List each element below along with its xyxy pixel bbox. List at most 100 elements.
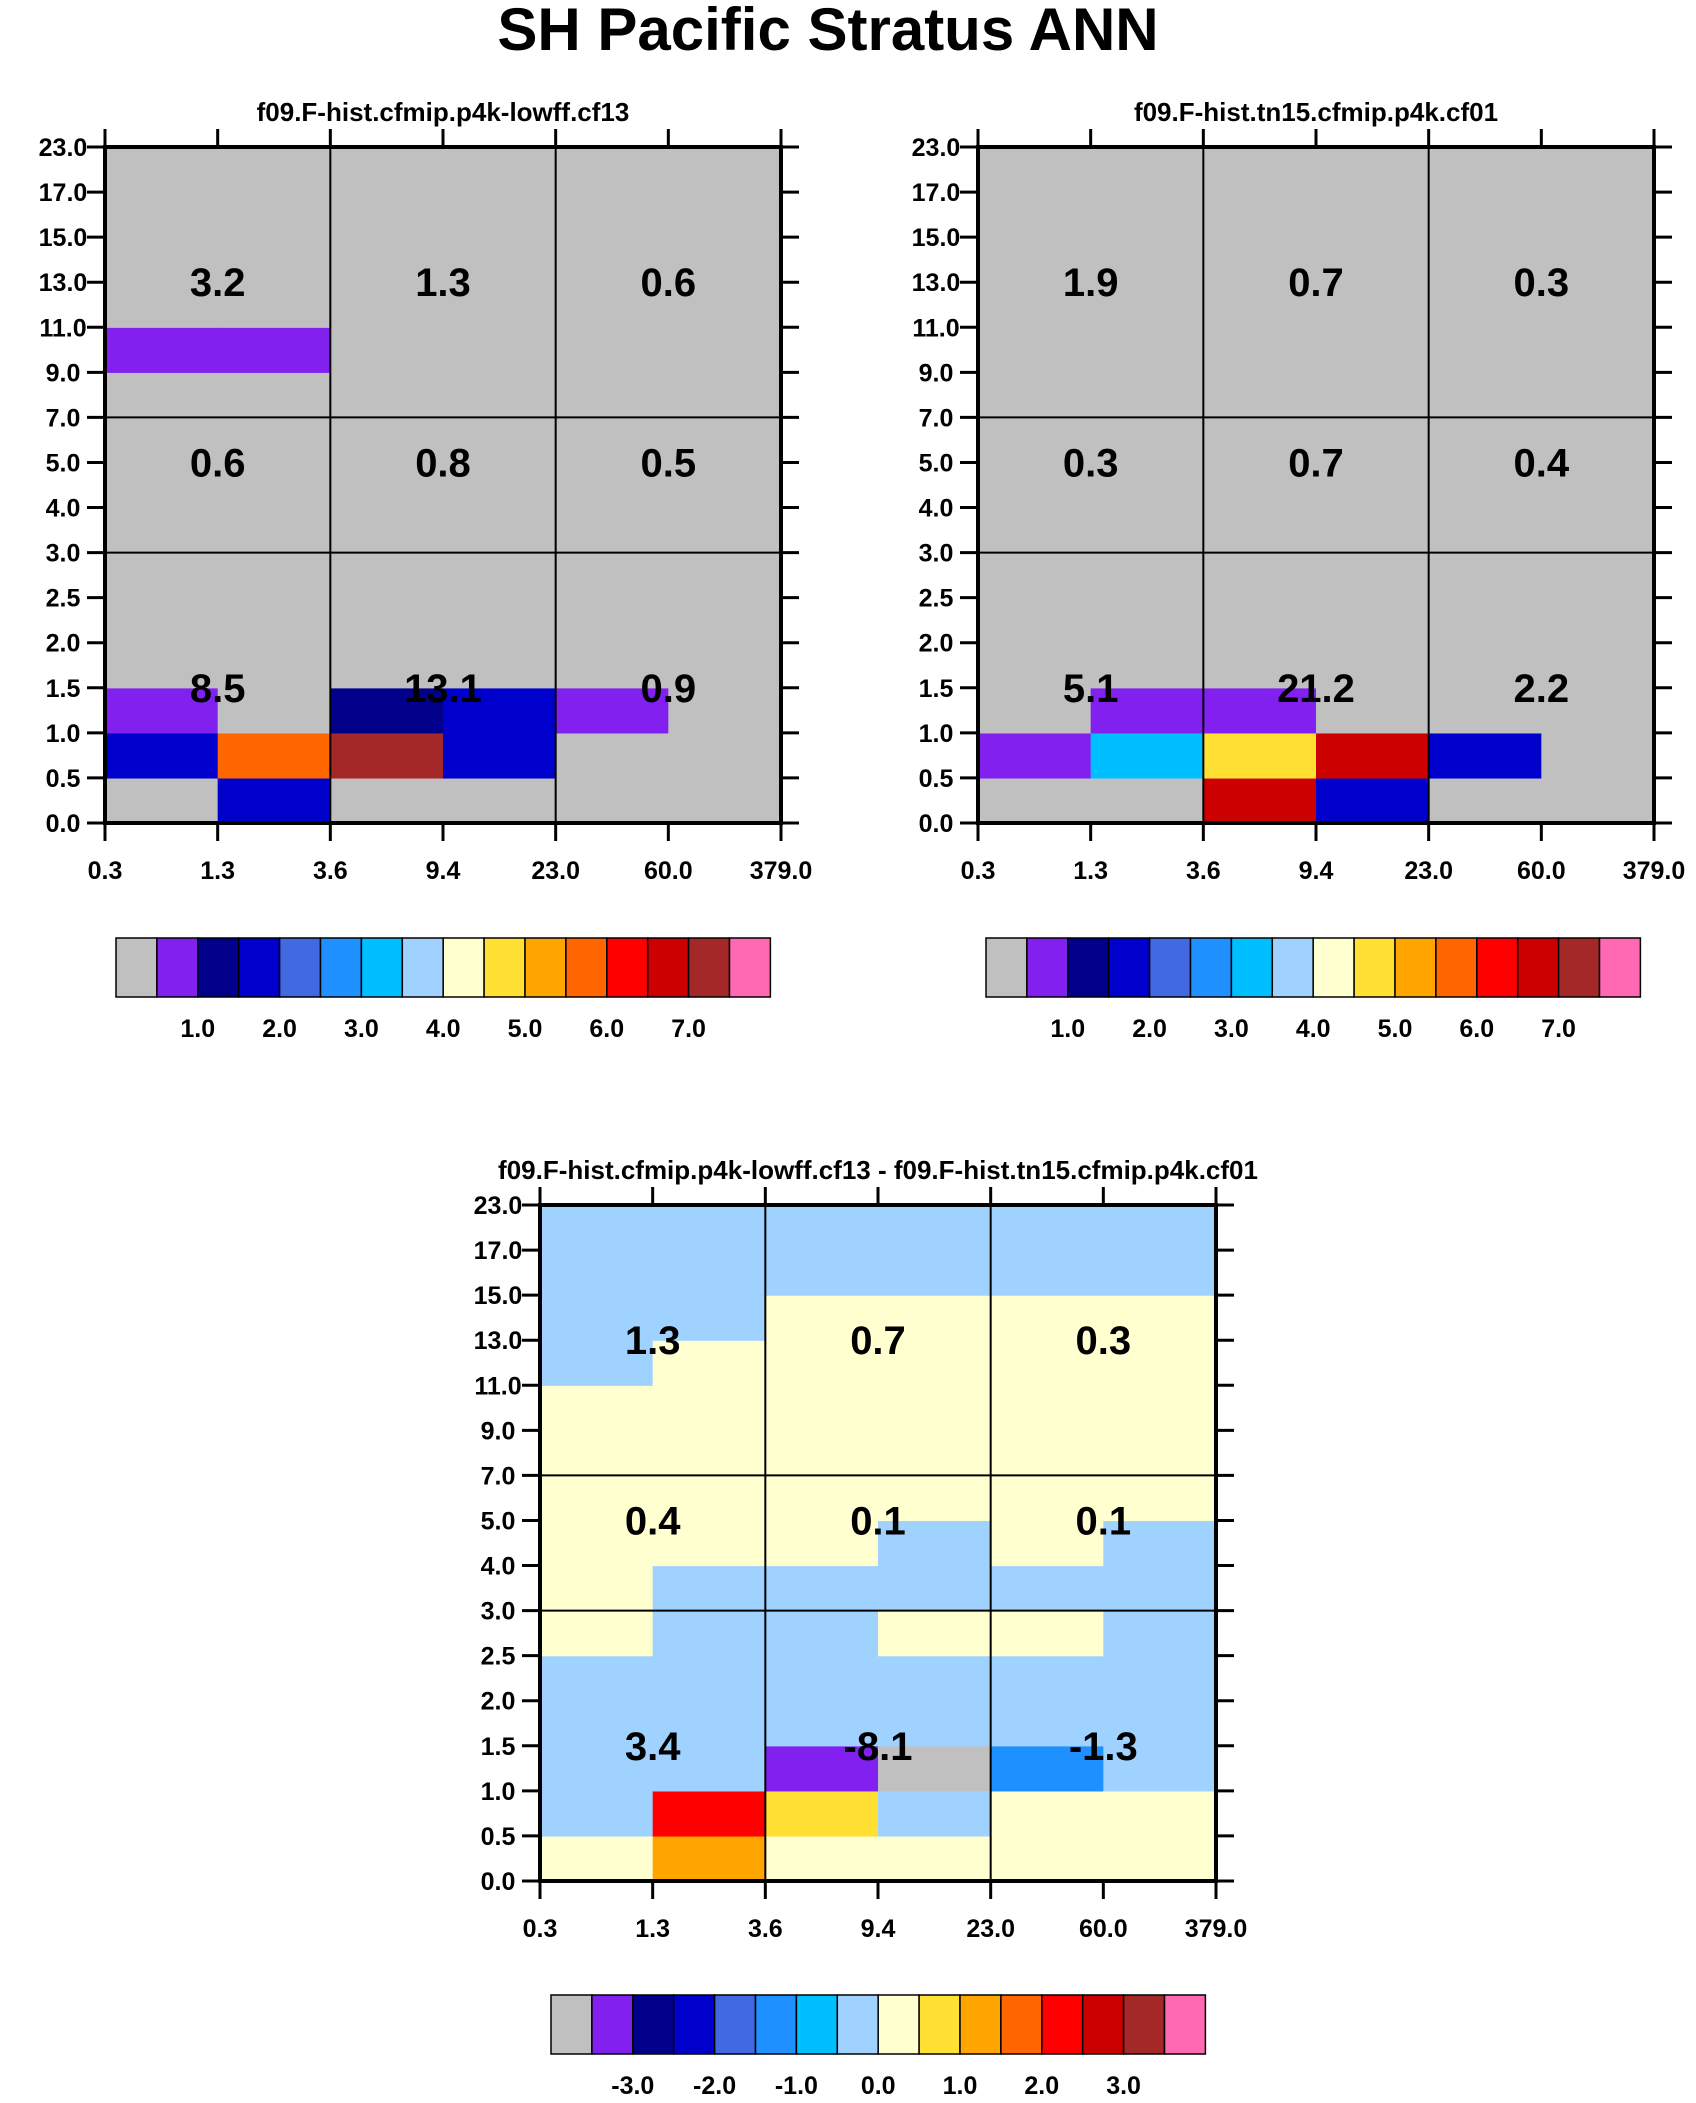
colorbar-box bbox=[646, 937, 690, 998]
colorbar-box bbox=[1394, 937, 1437, 998]
panel-right: f09.F-hist.tn15.cfmip.p4k.cf01 0.0 0.5 1.0 1… bbox=[912, 97, 1686, 1043]
heatmap-cell bbox=[540, 1295, 654, 1341]
y-tick-label: 13.0 bbox=[474, 1327, 523, 1355]
heatmap-cell bbox=[668, 147, 782, 193]
heatmap-cell bbox=[443, 327, 557, 373]
heatmap-cell bbox=[668, 642, 782, 689]
heatmap-cell bbox=[443, 642, 557, 689]
y-tick-label: 9.0 bbox=[481, 1417, 516, 1445]
heatmap-cell bbox=[540, 1385, 654, 1431]
heatmap-cell bbox=[1428, 552, 1542, 599]
heatmap-cell bbox=[978, 642, 1092, 689]
heatmap-cell bbox=[330, 687, 444, 734]
heatmap-cell bbox=[990, 1700, 1104, 1747]
heatmap-cell bbox=[990, 1610, 1104, 1657]
x-tick-label: 23.0 bbox=[966, 1915, 1015, 1943]
region-value-label: 1.3 bbox=[625, 1319, 681, 1363]
heatmap-cell bbox=[978, 147, 1092, 193]
heatmap-cell bbox=[1090, 372, 1204, 418]
colorbar-box bbox=[1122, 1994, 1166, 2055]
heatmap-cell bbox=[668, 372, 782, 418]
heatmap-cell bbox=[1090, 192, 1204, 238]
heatmap-cell bbox=[990, 1250, 1104, 1296]
heatmap-cell bbox=[765, 1655, 879, 1702]
region-value-label: 1.9 bbox=[1063, 261, 1119, 305]
y-tick-label: 11.0 bbox=[912, 314, 959, 342]
y-tick-label: 1.0 bbox=[919, 720, 954, 748]
region-value-label: 3.4 bbox=[625, 1725, 681, 1769]
heatmap-cell bbox=[1203, 237, 1317, 283]
heatmap-cell bbox=[443, 687, 557, 734]
panel-left: f09.F-hist.cfmip.p4k-lowff.cf13 0.0 0.5 1.0… bbox=[39, 97, 813, 1043]
heatmap-cell bbox=[105, 552, 219, 599]
region-value-label: 0.7 bbox=[1288, 441, 1344, 485]
colorbar-box bbox=[1312, 937, 1355, 998]
heatmap-cell bbox=[765, 1295, 879, 1341]
colorbar-box bbox=[401, 937, 444, 998]
colorbar-box bbox=[550, 1994, 593, 2055]
colorbar-box bbox=[1041, 1994, 1084, 2055]
region-value-label: 0.6 bbox=[641, 261, 697, 305]
heatmap-cell bbox=[1203, 417, 1317, 464]
colorbar-label: 1.0 bbox=[180, 1015, 215, 1043]
heatmap-cell bbox=[990, 1655, 1104, 1702]
heatmap-cell bbox=[1203, 282, 1317, 328]
x-tick-label: 0.3 bbox=[88, 857, 123, 885]
heatmap-cell bbox=[1203, 777, 1317, 824]
y-tick-label: 0.0 bbox=[46, 810, 81, 838]
colorbar-box bbox=[591, 1994, 634, 2055]
heatmap-cell bbox=[105, 777, 219, 824]
heatmap-cell bbox=[540, 1430, 654, 1476]
heatmap-cell bbox=[1203, 192, 1317, 238]
y-tick-label: 2.5 bbox=[919, 585, 954, 613]
heatmap-cell bbox=[1103, 1340, 1217, 1386]
heatmap-cell bbox=[330, 732, 444, 779]
colorbar-box bbox=[1148, 937, 1192, 998]
colorbar-box bbox=[795, 1994, 839, 2055]
heatmap-cell bbox=[555, 642, 669, 689]
heatmap-cell bbox=[1541, 462, 1655, 509]
region-value-label: 13.1 bbox=[404, 667, 482, 711]
heatmap-cell bbox=[1316, 597, 1430, 644]
heatmap-cell bbox=[217, 597, 331, 644]
heatmap-cell bbox=[217, 642, 331, 689]
heatmap-cell bbox=[1103, 1655, 1217, 1702]
panel-title: f09.F-hist.cfmip.p4k-lowff.cf13 - f09.F-… bbox=[498, 1155, 1258, 1185]
heatmap-cell bbox=[1203, 372, 1317, 418]
heatmap-cell bbox=[990, 1745, 1104, 1792]
heatmap-cell bbox=[555, 687, 669, 734]
colorbar-box bbox=[959, 1994, 1002, 2055]
heatmap-cell bbox=[105, 732, 219, 779]
heatmap-cell bbox=[105, 237, 219, 283]
x-tick-label: 9.4 bbox=[426, 857, 461, 885]
heatmap-cell bbox=[1428, 732, 1542, 779]
heatmap-cell bbox=[878, 1295, 992, 1341]
heatmap-cell bbox=[1103, 1565, 1217, 1612]
heatmap-cell bbox=[217, 192, 331, 238]
heatmap-cell bbox=[1428, 237, 1542, 283]
heatmap-cell bbox=[978, 237, 1092, 283]
heatmap-cell bbox=[1203, 552, 1317, 599]
colorbar-box bbox=[1557, 937, 1601, 998]
heatmap-cell bbox=[1103, 1475, 1217, 1522]
heatmap-cell bbox=[1541, 282, 1655, 328]
colorbar-label: 2.0 bbox=[1132, 1015, 1167, 1043]
region-value-label: 0.9 bbox=[641, 667, 697, 711]
heatmap-cell bbox=[443, 192, 557, 238]
x-tick-label: 1.3 bbox=[200, 857, 235, 885]
heatmap-cell bbox=[1103, 1250, 1217, 1296]
heatmap-cell bbox=[878, 1520, 992, 1567]
heatmap-cell bbox=[555, 597, 669, 644]
colorbar-box bbox=[524, 937, 567, 998]
colorbar-box bbox=[836, 1994, 879, 2055]
heatmap-cell bbox=[540, 1610, 654, 1657]
heatmap-cell bbox=[1090, 237, 1204, 283]
x-tick-label: 379.0 bbox=[750, 857, 813, 885]
colorbar-label: 1.0 bbox=[1050, 1015, 1085, 1043]
heatmap-cell bbox=[765, 1610, 879, 1657]
colorbar-label: -1.0 bbox=[775, 2072, 818, 2100]
heatmap-cell bbox=[652, 1565, 766, 1612]
heatmap-cell bbox=[1316, 327, 1430, 373]
region-value-label: 0.3 bbox=[1063, 441, 1119, 485]
